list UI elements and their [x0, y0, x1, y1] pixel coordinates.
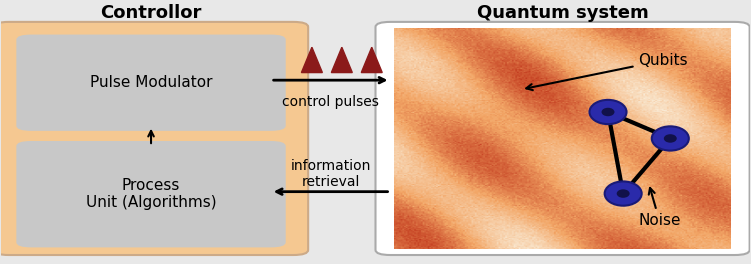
- Text: Controllor: Controllor: [101, 4, 202, 22]
- Text: information
retrieval: information retrieval: [291, 159, 371, 189]
- Text: control pulses: control pulses: [282, 95, 379, 109]
- FancyBboxPatch shape: [17, 141, 285, 247]
- FancyBboxPatch shape: [0, 22, 308, 255]
- Text: Pulse Modulator: Pulse Modulator: [90, 75, 213, 90]
- Polygon shape: [361, 47, 382, 73]
- Text: Process
Unit (Algorithms): Process Unit (Algorithms): [86, 178, 216, 210]
- Text: Qubits: Qubits: [526, 53, 688, 90]
- FancyBboxPatch shape: [376, 22, 749, 255]
- FancyBboxPatch shape: [17, 35, 285, 131]
- Text: Quantum system: Quantum system: [477, 4, 648, 22]
- Polygon shape: [301, 47, 322, 73]
- Polygon shape: [331, 47, 352, 73]
- Text: Noise: Noise: [638, 188, 680, 228]
